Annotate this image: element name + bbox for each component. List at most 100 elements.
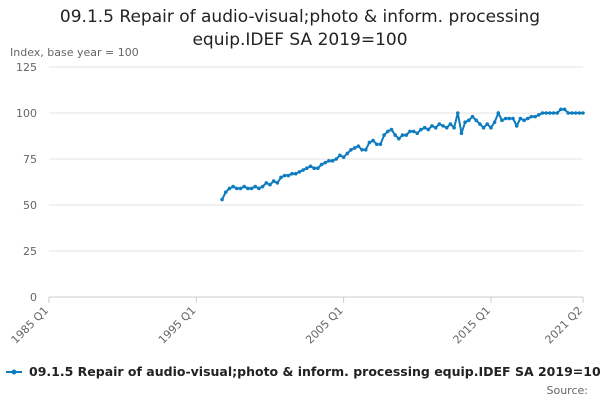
point bbox=[419, 127, 423, 132]
y-tick-label: 75 bbox=[23, 153, 37, 166]
point bbox=[345, 151, 350, 156]
point bbox=[363, 148, 368, 152]
point bbox=[235, 186, 239, 191]
point bbox=[367, 140, 372, 145]
point bbox=[404, 133, 409, 137]
point bbox=[500, 118, 504, 123]
point bbox=[275, 181, 280, 185]
point bbox=[455, 111, 460, 115]
y-tick-label: 125 bbox=[16, 61, 37, 74]
x-tick-label: 1995 Q1 bbox=[156, 304, 199, 347]
point bbox=[242, 184, 246, 189]
point bbox=[548, 111, 552, 115]
point bbox=[352, 146, 357, 150]
y-axis-label: Index, base year = 100 bbox=[10, 46, 139, 59]
point bbox=[334, 157, 339, 161]
point bbox=[433, 125, 438, 130]
point bbox=[430, 124, 434, 128]
legend-marker bbox=[11, 369, 17, 375]
point bbox=[338, 153, 342, 158]
point bbox=[511, 116, 515, 121]
point bbox=[507, 116, 512, 121]
point bbox=[249, 186, 254, 191]
point bbox=[485, 122, 490, 126]
x-tick-label: 2021 Q2 bbox=[543, 304, 586, 347]
point bbox=[566, 111, 571, 115]
point bbox=[297, 170, 302, 174]
point bbox=[533, 114, 537, 119]
x-tick-label: 1985 Q1 bbox=[9, 304, 52, 347]
point bbox=[238, 186, 243, 191]
point bbox=[290, 171, 294, 176]
point bbox=[312, 166, 316, 170]
point bbox=[400, 133, 405, 137]
point bbox=[452, 125, 456, 130]
point bbox=[448, 122, 453, 126]
point bbox=[463, 120, 467, 124]
point bbox=[555, 111, 560, 115]
point bbox=[577, 111, 582, 115]
point bbox=[301, 168, 305, 172]
point bbox=[518, 116, 523, 121]
point bbox=[573, 111, 578, 115]
point bbox=[467, 118, 471, 123]
point bbox=[286, 173, 291, 178]
point bbox=[257, 186, 261, 191]
point bbox=[268, 182, 272, 187]
point bbox=[411, 129, 416, 134]
point bbox=[264, 181, 269, 185]
y-tick-label: 25 bbox=[23, 245, 37, 258]
y-tick-label: 0 bbox=[30, 291, 37, 304]
point bbox=[227, 186, 232, 191]
point bbox=[393, 133, 397, 137]
point bbox=[293, 171, 298, 176]
point bbox=[540, 111, 545, 115]
point bbox=[459, 131, 464, 136]
point bbox=[426, 127, 431, 132]
source: Source: bbox=[547, 384, 589, 397]
point bbox=[356, 144, 361, 148]
point bbox=[496, 111, 501, 115]
point bbox=[422, 125, 427, 130]
point bbox=[537, 113, 541, 117]
point bbox=[489, 125, 493, 130]
point bbox=[316, 166, 320, 170]
point bbox=[570, 111, 574, 115]
point bbox=[474, 118, 479, 123]
point bbox=[378, 142, 383, 147]
point bbox=[559, 107, 563, 112]
point bbox=[389, 127, 394, 132]
point bbox=[397, 136, 401, 141]
point bbox=[382, 133, 386, 137]
point bbox=[374, 142, 379, 147]
point bbox=[246, 186, 250, 191]
point bbox=[330, 159, 335, 163]
point bbox=[529, 114, 534, 119]
point bbox=[341, 155, 346, 159]
point bbox=[415, 131, 420, 136]
point bbox=[492, 120, 497, 124]
point bbox=[562, 107, 567, 112]
point bbox=[323, 160, 328, 165]
point bbox=[327, 159, 331, 163]
point bbox=[444, 125, 449, 130]
point bbox=[260, 184, 265, 189]
y-tick-label: 50 bbox=[23, 199, 37, 212]
point bbox=[503, 116, 508, 121]
chart-title: 09.1.5 Repair of audio-visual;photo & in… bbox=[59, 7, 541, 50]
point bbox=[544, 111, 548, 115]
point bbox=[551, 111, 556, 115]
point bbox=[349, 148, 353, 152]
point bbox=[304, 166, 309, 170]
point bbox=[522, 118, 526, 123]
point bbox=[441, 124, 445, 128]
point bbox=[223, 190, 228, 194]
point bbox=[525, 116, 530, 121]
point bbox=[282, 173, 287, 178]
point bbox=[308, 164, 313, 169]
point bbox=[581, 111, 585, 115]
point bbox=[253, 184, 258, 189]
point bbox=[386, 129, 390, 134]
